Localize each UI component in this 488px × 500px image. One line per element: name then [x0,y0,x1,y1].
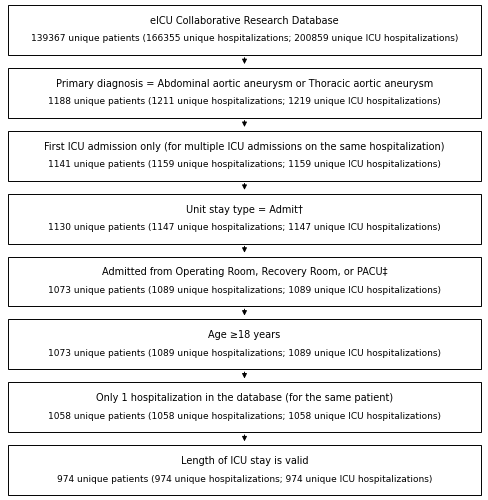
Text: 1073 unique patients (1089 unique hospitalizations; 1089 unique ICU hospitalizat: 1073 unique patients (1089 unique hospit… [48,286,440,295]
Text: Admitted from Operating Room, Recovery Room, or PACU‡: Admitted from Operating Room, Recovery R… [102,268,386,278]
Bar [8,68,480,117]
Text: 139367 unique patients (166355 unique hospitalizations; 200859 unique ICU hospit: 139367 unique patients (166355 unique ho… [31,34,457,43]
Text: Only 1 hospitalization in the database (for the same patient): Only 1 hospitalization in the database (… [96,393,392,403]
Text: Unit stay type = Admit†: Unit stay type = Admit† [185,204,303,214]
Text: eICU Collaborative Research Database: eICU Collaborative Research Database [150,16,338,26]
Bar [8,382,480,432]
Text: Primary diagnosis = Abdominal aortic aneurysm or Thoracic aortic aneurysm: Primary diagnosis = Abdominal aortic ane… [56,79,432,89]
Text: 1058 unique patients (1058 unique hospitalizations; 1058 unique ICU hospitalizat: 1058 unique patients (1058 unique hospit… [48,412,440,420]
Text: Length of ICU stay is valid: Length of ICU stay is valid [181,456,307,466]
Text: Age ≥18 years: Age ≥18 years [208,330,280,340]
Text: 1188 unique patients (1211 unique hospitalizations; 1219 unique ICU hospitalizat: 1188 unique patients (1211 unique hospit… [48,98,440,106]
Text: 1141 unique patients (1159 unique hospitalizations; 1159 unique ICU hospitalizat: 1141 unique patients (1159 unique hospit… [48,160,440,169]
Bar [8,445,480,495]
Bar [8,5,480,55]
Bar [8,256,480,306]
Text: 1073 unique patients (1089 unique hospitalizations; 1089 unique ICU hospitalizat: 1073 unique patients (1089 unique hospit… [48,349,440,358]
Text: First ICU admission only (for multiple ICU admissions on the same hospitalizatio: First ICU admission only (for multiple I… [44,142,444,152]
Bar [8,130,480,180]
Text: 974 unique patients (974 unique hospitalizations; 974 unique ICU hospitalization: 974 unique patients (974 unique hospital… [57,474,431,484]
Bar [8,320,480,369]
Bar [8,194,480,244]
Text: 1130 unique patients (1147 unique hospitalizations; 1147 unique ICU hospitalizat: 1130 unique patients (1147 unique hospit… [48,223,440,232]
